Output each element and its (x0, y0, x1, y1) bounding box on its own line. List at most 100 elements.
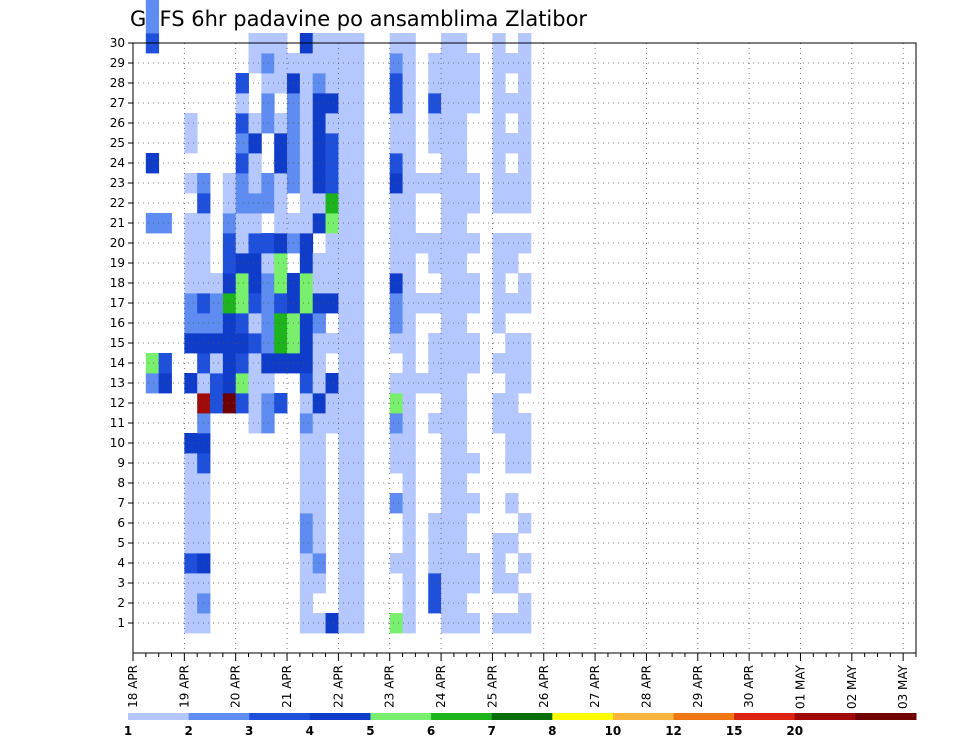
heatmap-cell (351, 493, 365, 514)
heatmap-cell (325, 613, 339, 634)
heatmap-cell (312, 493, 326, 514)
heatmap-cell (505, 533, 519, 554)
heatmap-cell (299, 333, 314, 354)
heatmap-cell (518, 613, 532, 634)
heatmap-cell (158, 353, 172, 374)
heatmap-cell (184, 513, 198, 534)
heatmap-cell (325, 333, 339, 354)
heatmap-cell (505, 173, 519, 194)
colorbar-label: 15 (726, 724, 743, 738)
heatmap-cells (145, 0, 532, 634)
heatmap-cell (402, 193, 416, 214)
heatmap-cell (210, 393, 224, 414)
heatmap-cell (312, 513, 326, 534)
heatmap-cell (222, 293, 237, 314)
heatmap-cell (184, 613, 198, 634)
heatmap-cell (338, 473, 352, 494)
heatmap-cell (441, 313, 455, 334)
heatmap-cell (299, 193, 314, 214)
heatmap-cell (518, 353, 532, 374)
heatmap-cell (351, 553, 365, 574)
heatmap-cell (518, 73, 532, 94)
heatmap-cell (312, 613, 326, 634)
heatmap-cell (389, 433, 403, 454)
heatmap-cell (235, 273, 249, 294)
chart-title: GEFS 6hr padavine po ansamblima Zlatibor (130, 7, 587, 31)
heatmap-cell (338, 493, 352, 514)
heatmap-cell (505, 453, 519, 474)
heatmap-cell (222, 233, 237, 254)
y-tick-label: 6 (117, 516, 125, 530)
heatmap-cell (312, 293, 326, 314)
heatmap-cell (261, 413, 275, 434)
heatmap-cell (338, 253, 352, 274)
heatmap-cell (441, 613, 455, 634)
heatmap-cell (492, 153, 506, 174)
heatmap-cell (518, 513, 532, 534)
heatmap-cell (505, 393, 519, 414)
heatmap-cell (235, 173, 249, 194)
heatmap-cell (351, 353, 365, 374)
heatmap-cell (338, 193, 352, 214)
heatmap-cell (351, 433, 365, 454)
heatmap-cell (441, 133, 455, 154)
heatmap-cell (428, 513, 442, 534)
heatmap-cell (184, 133, 198, 154)
heatmap-cell (402, 553, 416, 574)
heatmap-cell (248, 133, 262, 154)
heatmap-cell (389, 373, 403, 394)
heatmap-cell (389, 273, 403, 294)
heatmap-cell (402, 273, 416, 294)
heatmap-cell (389, 493, 403, 514)
heatmap-cell (402, 53, 416, 74)
heatmap-cell (274, 333, 288, 354)
heatmap-cell (235, 293, 249, 314)
heatmap-cell (261, 253, 275, 274)
heatmap-cell (351, 293, 365, 314)
heatmap-cell (492, 293, 506, 314)
heatmap-cell (402, 213, 416, 234)
heatmap-cell (505, 433, 519, 454)
heatmap-cell (428, 373, 442, 394)
heatmap-cell (402, 453, 416, 474)
heatmap-cell (389, 293, 403, 314)
heatmap-cell (299, 93, 314, 114)
heatmap-cell (428, 133, 442, 154)
heatmap-cell (338, 173, 352, 194)
heatmap-cell (261, 393, 275, 414)
y-tick-label: 8 (117, 476, 125, 490)
heatmap-cell (325, 253, 339, 274)
heatmap-cell (235, 253, 249, 274)
heatmap-cell (184, 473, 198, 494)
heatmap-cell (299, 413, 314, 434)
heatmap-cell (325, 273, 339, 294)
heatmap-cell (351, 613, 365, 634)
heatmap-cell (453, 413, 468, 434)
heatmap-cell (492, 133, 506, 154)
heatmap-cell (402, 593, 416, 614)
y-tick-label: 30 (110, 36, 125, 50)
colorbar-swatch (370, 713, 432, 720)
heatmap-cell (338, 293, 352, 314)
heatmap-cell (453, 233, 468, 254)
heatmap-cell (389, 333, 403, 354)
y-tick-label: 18 (110, 276, 125, 290)
heatmap-cell (299, 113, 314, 134)
heatmap-cell (441, 273, 455, 294)
heatmap-cell (453, 53, 468, 74)
heatmap-cell (351, 133, 365, 154)
heatmap-cell (325, 173, 339, 194)
y-tick-label: 14 (110, 356, 125, 370)
heatmap-cell (222, 193, 237, 214)
heatmap-cell (145, 213, 160, 234)
heatmap-cell (492, 253, 506, 274)
heatmap-cell (235, 73, 249, 94)
colorbar-label: 5 (366, 724, 374, 738)
heatmap-cell (505, 573, 519, 594)
y-tick-label: 21 (110, 216, 125, 230)
heatmap-cell (492, 553, 506, 574)
heatmap-cell (248, 273, 262, 294)
heatmap-cell (312, 253, 326, 274)
heatmap-cell (184, 433, 198, 454)
